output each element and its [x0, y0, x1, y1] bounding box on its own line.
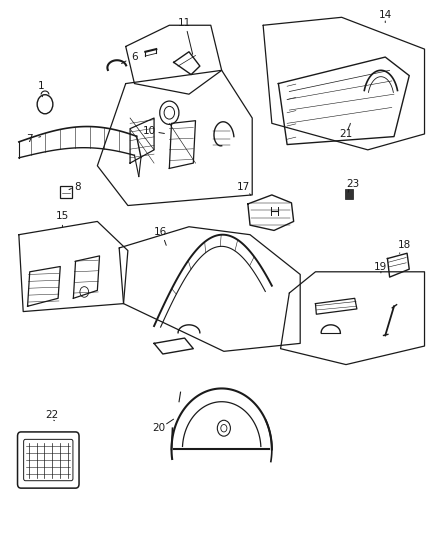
- Text: 14: 14: [378, 10, 391, 20]
- Text: 16: 16: [154, 227, 167, 237]
- Text: 8: 8: [74, 182, 81, 192]
- Text: 20: 20: [152, 423, 165, 433]
- Text: 6: 6: [131, 52, 138, 62]
- Text: 10: 10: [143, 126, 156, 136]
- Text: 18: 18: [397, 240, 410, 251]
- Text: 15: 15: [56, 211, 69, 221]
- Text: 1: 1: [37, 81, 44, 91]
- Text: 17: 17: [237, 182, 250, 192]
- Text: 19: 19: [374, 262, 387, 271]
- Text: 7: 7: [26, 134, 33, 144]
- Text: 21: 21: [339, 129, 352, 139]
- Text: 22: 22: [45, 410, 58, 420]
- Bar: [344, 189, 352, 199]
- Text: 23: 23: [345, 179, 358, 189]
- Text: 11: 11: [177, 18, 191, 28]
